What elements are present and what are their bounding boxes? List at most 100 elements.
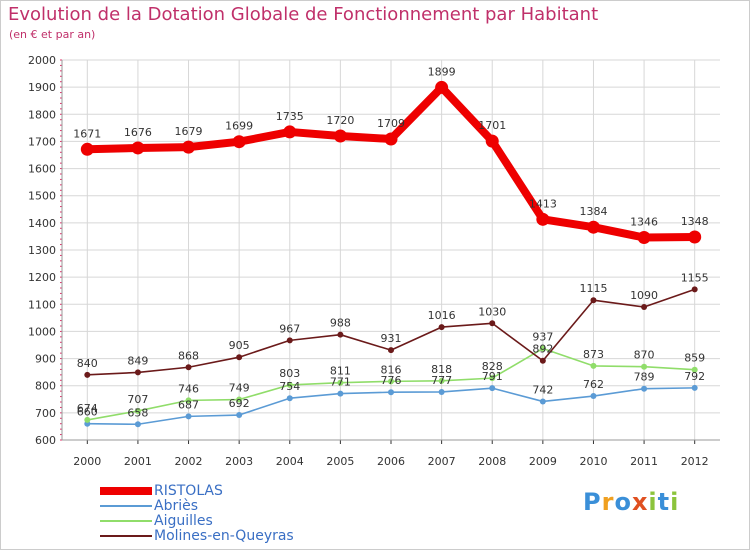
data-label-abries: 762 (583, 378, 604, 391)
data-label-abries: 658 (127, 406, 148, 419)
data-point-molines (438, 324, 445, 331)
data-point-abries (236, 412, 243, 419)
y-tick-label: 900 (35, 353, 56, 366)
legend-label-aiguilles: Aiguilles (154, 513, 213, 529)
data-point-molines (134, 369, 141, 376)
data-point-abries (388, 389, 394, 396)
data-point-ristolas (586, 220, 600, 234)
data-point-aiguilles (236, 396, 243, 403)
legend-item-abries: Abriès (100, 499, 294, 514)
data-point-abries (438, 388, 445, 395)
data-point-abries (489, 385, 496, 392)
x-tick-label: 2011 (630, 455, 658, 468)
logo-letter: x (631, 488, 649, 516)
y-tick-label: 1600 (28, 163, 56, 176)
data-label-molines: 849 (127, 354, 148, 367)
data-label-molines: 840 (77, 357, 98, 370)
data-point-molines (590, 297, 597, 304)
y-tick-label: 1900 (28, 81, 56, 94)
chart-subtitle: (en € et par an) (9, 28, 96, 41)
y-tick-label: 800 (35, 380, 56, 393)
legend-label-abries: Abriès (154, 498, 199, 514)
data-label-ristolas: 1709 (377, 117, 405, 130)
legend: RISTOLAS Abriès Aiguilles Molines-en-Que… (100, 484, 294, 544)
data-point-aiguilles (286, 381, 293, 388)
data-point-ristolas (182, 140, 196, 154)
data-label-ristolas: 1384 (579, 205, 607, 218)
data-label-abries: 771 (330, 376, 351, 389)
logo-letter: o (614, 488, 632, 516)
data-label-aiguilles: 803 (279, 367, 300, 380)
data-label-abries: 791 (482, 370, 503, 383)
data-label-aiguilles: 749 (229, 382, 250, 395)
data-label-aiguilles: 811 (330, 365, 351, 378)
x-tick-label: 2010 (579, 455, 607, 468)
data-label-molines: 1016 (428, 309, 456, 322)
legend-swatch-ristolas (100, 487, 152, 495)
legend-item-ristolas: RISTOLAS (100, 484, 294, 499)
data-point-ristolas (80, 142, 94, 156)
data-point-aiguilles (438, 377, 445, 384)
logo-letter: i (648, 488, 658, 516)
y-tick-label: 1700 (28, 135, 56, 148)
x-tick-label: 2007 (428, 455, 456, 468)
data-label-abries: 754 (279, 380, 300, 393)
data-point-ristolas (536, 212, 550, 226)
data-label-abries: 789 (634, 371, 655, 384)
data-point-aiguilles (641, 363, 648, 370)
x-tick-label: 2003 (225, 455, 253, 468)
data-point-molines (337, 331, 344, 338)
data-label-molines: 1155 (681, 271, 709, 284)
data-label-aiguilles: 873 (583, 348, 604, 361)
x-tick-label: 2000 (73, 455, 101, 468)
data-point-abries (539, 398, 546, 405)
data-point-aiguilles (539, 345, 546, 352)
data-point-molines (286, 337, 293, 344)
x-tick-label: 2002 (175, 455, 203, 468)
data-label-aiguilles: 937 (532, 331, 553, 344)
data-label-ristolas: 1701 (478, 119, 506, 132)
y-tick-label: 600 (35, 434, 56, 447)
data-point-abries (641, 385, 648, 392)
y-tick-label: 1200 (28, 271, 56, 284)
y-tick-label: 700 (35, 407, 56, 420)
logo-letter: r (601, 488, 615, 516)
logo-letter: P (583, 488, 602, 516)
data-label-abries: 692 (229, 397, 250, 410)
data-label-ristolas: 1899 (428, 65, 456, 78)
data-label-aiguilles: 674 (77, 402, 98, 415)
y-tick-label: 2000 (28, 54, 56, 67)
data-point-aiguilles (337, 379, 344, 386)
legend-swatch-molines (100, 535, 152, 537)
data-label-ristolas: 1671 (73, 127, 101, 140)
data-point-molines (539, 357, 546, 364)
data-label-ristolas: 1735 (276, 110, 304, 123)
data-label-molines: 868 (178, 349, 199, 362)
legend-item-molines: Molines-en-Queyras (100, 529, 294, 544)
legend-label-ristolas: RISTOLAS (154, 483, 223, 499)
x-tick-label: 2005 (326, 455, 354, 468)
legend-swatch-aiguilles (100, 520, 152, 522)
chart-title: Evolution de la Dotation Globale de Fonc… (8, 4, 599, 25)
data-point-abries (337, 390, 344, 397)
data-point-molines (84, 371, 91, 378)
data-label-molines: 967 (279, 322, 300, 335)
data-label-ristolas: 1346 (630, 216, 658, 229)
data-point-abries (286, 395, 293, 402)
data-label-ristolas: 1413 (529, 197, 557, 210)
data-label-molines: 988 (330, 317, 351, 330)
data-point-abries (691, 384, 698, 391)
proxiti-logo: Proxiti (583, 488, 679, 516)
data-point-abries (590, 393, 597, 400)
data-label-abries: 742 (532, 383, 553, 396)
x-tick-label: 2009 (529, 455, 557, 468)
data-point-molines (691, 286, 698, 293)
data-label-ristolas: 1348 (681, 215, 709, 228)
data-point-ristolas (131, 141, 145, 155)
legend-swatch-abries (100, 505, 152, 507)
data-label-ristolas: 1676 (124, 126, 152, 139)
legend-item-aiguilles: Aiguilles (100, 514, 294, 529)
data-label-molines: 905 (229, 339, 250, 352)
